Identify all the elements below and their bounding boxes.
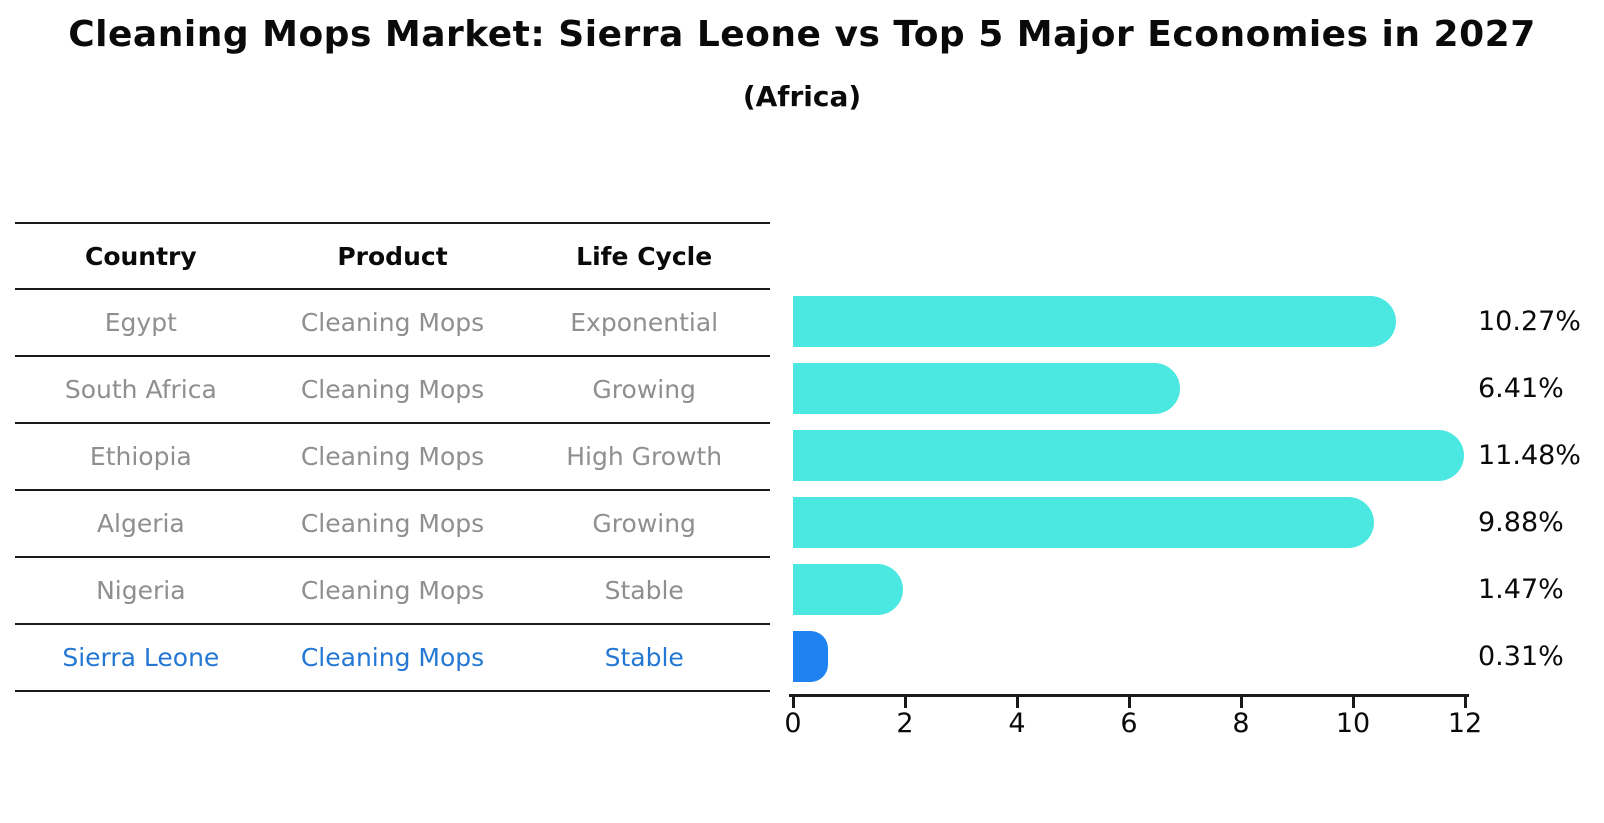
bar-algeria xyxy=(793,497,1375,548)
value-label-south-africa: 6.41% xyxy=(1478,372,1564,404)
life-cycle-cell: Stable xyxy=(604,643,684,672)
product-cell: Cleaning Mops xyxy=(300,442,485,471)
x-axis-tick-2 xyxy=(903,697,907,708)
value-label-ethiopia: 11.48% xyxy=(1478,439,1581,471)
table-row-nigeria: Nigeria Cleaning Mops Stable xyxy=(15,556,770,623)
x-axis-tick-label-10: 10 xyxy=(1335,708,1371,739)
country-cell: Algeria xyxy=(96,509,185,538)
x-axis-tick-label-6: 6 xyxy=(1120,708,1138,739)
bar-egypt xyxy=(793,296,1397,347)
x-axis-tick-6 xyxy=(1127,697,1131,708)
product-cell: Cleaning Mops xyxy=(300,576,485,605)
x-axis-tick-4 xyxy=(1015,697,1019,708)
table-row-sierra-leone: Sierra Leone Cleaning Mops Stable xyxy=(15,623,770,690)
bar-south-africa xyxy=(793,363,1180,414)
table-bottom-border xyxy=(15,690,770,692)
x-axis-tick-0 xyxy=(791,697,795,708)
table-header-row: Country Product Life Cycle xyxy=(15,222,770,288)
chart-title: Cleaning Mops Market: Sierra Leone vs To… xyxy=(68,14,1536,55)
table-row-algeria: Algeria Cleaning Mops Growing xyxy=(15,489,770,556)
product-cell: Cleaning Mops xyxy=(300,308,485,337)
x-axis-tick-label-8: 8 xyxy=(1232,708,1250,739)
column-header-country: Country xyxy=(84,241,197,271)
x-axis-tick-label-2: 2 xyxy=(896,708,914,739)
x-axis-tick-12 xyxy=(1463,697,1467,708)
bar-sierra-leone xyxy=(793,631,828,682)
life-cycle-cell: Growing xyxy=(592,375,696,404)
x-axis-tick-10 xyxy=(1351,697,1355,708)
column-header-life-cycle: Life Cycle xyxy=(576,241,713,271)
life-cycle-cell: Growing xyxy=(592,509,696,538)
life-cycle-cell: Exponential xyxy=(570,308,719,337)
product-cell: Cleaning Mops xyxy=(300,643,485,672)
table-row-ethiopia: Ethiopia Cleaning Mops High Growth xyxy=(15,422,770,489)
life-cycle-cell: Stable xyxy=(604,576,684,605)
value-label-sierra-leone: 0.31% xyxy=(1478,640,1564,672)
bar-ethiopia xyxy=(793,430,1464,481)
x-axis-line xyxy=(789,694,1469,697)
table-body: Egypt Cleaning Mops Exponential South Afric… xyxy=(15,288,770,690)
value-label-nigeria: 1.47% xyxy=(1478,573,1564,605)
country-cell: Sierra Leone xyxy=(62,643,220,672)
country-cell: Nigeria xyxy=(96,576,186,605)
table-row-south-africa: South Africa Cleaning Mops Growing xyxy=(15,355,770,422)
table-row-egypt: Egypt Cleaning Mops Exponential xyxy=(15,288,770,355)
product-cell: Cleaning Mops xyxy=(300,375,485,404)
value-label-algeria: 9.88% xyxy=(1478,506,1564,538)
bar-nigeria xyxy=(793,564,904,615)
country-cell: South Africa xyxy=(64,375,217,404)
x-axis-tick-label-12: 12 xyxy=(1447,708,1483,739)
value-label-egypt: 10.27% xyxy=(1478,305,1581,337)
x-axis-tick-label-4: 4 xyxy=(1008,708,1026,739)
column-header-product: Product xyxy=(337,241,448,271)
product-cell: Cleaning Mops xyxy=(300,509,485,538)
x-axis-tick-8 xyxy=(1239,697,1243,708)
country-cell: Ethiopia xyxy=(89,442,192,471)
chart-subtitle: (Africa) xyxy=(742,80,862,113)
life-cycle-cell: High Growth xyxy=(566,442,723,471)
x-axis-tick-label-0: 0 xyxy=(784,708,802,739)
country-cell: Egypt xyxy=(104,308,177,337)
country-table: Country Product Life Cycle Egypt Cleaning… xyxy=(15,222,770,692)
